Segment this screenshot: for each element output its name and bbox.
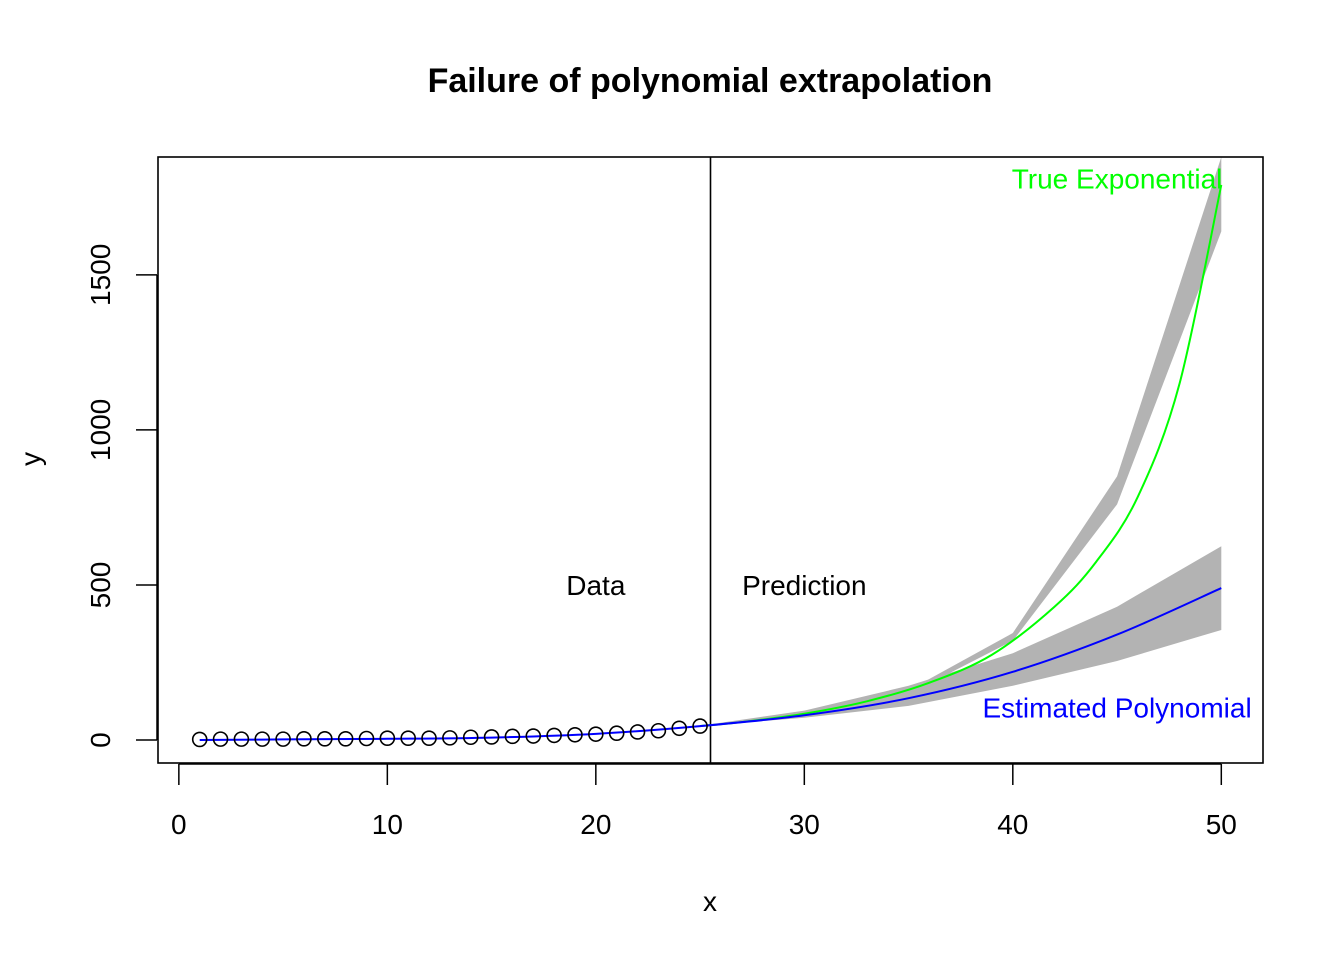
annotation-3: Estimated Polynomial [982, 692, 1251, 723]
confidence-bands [700, 157, 1222, 727]
x-tick-label: 20 [580, 809, 611, 840]
annotations: Data Prediction True Exponential Estimated … [566, 164, 1251, 724]
observed-point [546, 727, 562, 744]
observed-point [296, 731, 312, 747]
observed-point [671, 720, 688, 737]
observed-points [191, 718, 708, 748]
observed-point [212, 731, 229, 747]
y-tick-label: 500 [85, 562, 116, 609]
observed-point [650, 722, 667, 739]
chart-title: Failure of polynomial extrapolation [428, 62, 993, 100]
observed-point [608, 725, 625, 742]
series-line-1 [199, 587, 1222, 742]
y-axis: 0 500 1000 1500 [85, 244, 158, 748]
observed-point [337, 731, 354, 747]
observed-point [400, 730, 416, 746]
x-tick-label: 50 [1206, 809, 1237, 840]
observed-point [254, 731, 271, 747]
x-tick-label: 0 [171, 809, 187, 840]
x-tick-label: 40 [997, 809, 1028, 840]
plot-frame [157, 156, 1264, 764]
observed-point [191, 731, 208, 748]
annotation-0: Data [566, 570, 626, 601]
band-1 [700, 546, 1222, 727]
series-line-0 [699, 184, 1223, 728]
x-axis: 0 10 20 30 40 50 [171, 763, 1237, 840]
annotation-2: True Exponential [1012, 164, 1223, 195]
x-tick-label: 30 [789, 809, 820, 840]
observed-point [462, 729, 479, 746]
observed-point [358, 730, 375, 747]
y-tick-label: 0 [85, 732, 116, 748]
observed-point [692, 718, 708, 734]
x-tick-label: 10 [372, 809, 403, 840]
series-lines [199, 184, 1223, 742]
observed-point [525, 728, 542, 744]
observed-point [233, 731, 250, 747]
annotation-1: Prediction [742, 570, 867, 601]
y-axis-label: y [15, 452, 46, 466]
observed-point [316, 731, 333, 747]
observed-point [504, 728, 521, 745]
observed-point [442, 730, 458, 746]
observed-point [421, 730, 437, 746]
observed-point [567, 726, 583, 743]
observed-point [483, 729, 500, 745]
observed-point [629, 724, 646, 740]
y-tick-label: 1500 [85, 244, 116, 306]
observed-point [588, 726, 604, 742]
y-tick-label: 1000 [85, 399, 116, 461]
x-axis-label: x [703, 886, 717, 917]
observed-point [379, 730, 396, 746]
observed-point [275, 731, 291, 747]
